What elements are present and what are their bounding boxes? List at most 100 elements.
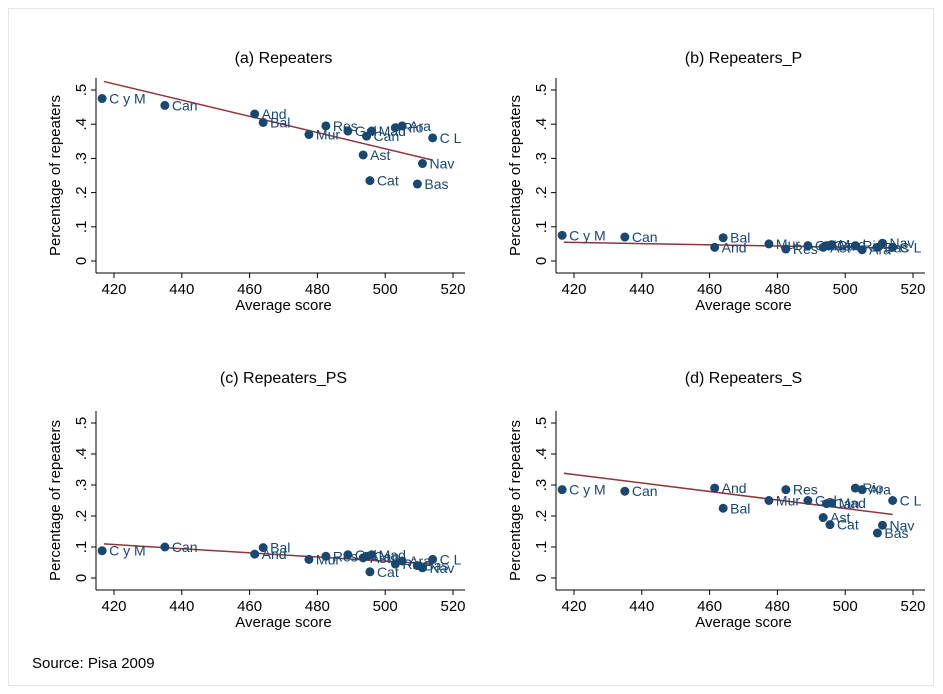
- panel-4-point: [557, 485, 567, 495]
- panel-3-y-tick-label: .1: [73, 541, 90, 554]
- panel-4-y-tick-label: 0: [533, 574, 550, 582]
- panel-1-point: [250, 109, 260, 119]
- panel-1-point: [412, 179, 422, 189]
- panel-3-point-label: Nav: [429, 560, 454, 576]
- panel-3-x-tick-label: 520: [440, 598, 465, 615]
- panel-2-point: [557, 230, 567, 240]
- panel-4-x-tick-label: 520: [900, 598, 925, 615]
- panel-1-point: [321, 121, 331, 131]
- panel-1-x-tick-label: 460: [237, 281, 262, 298]
- panel-2-point-label: Can: [834, 238, 860, 254]
- panel-4-point-label: And: [722, 480, 747, 496]
- figure-canvas: (a) Repeaters 420 440 460 480 500 520 0 .1 .2 .3 .4…: [47, 50, 926, 631]
- panel-2-point: [620, 232, 630, 242]
- panel-2-fit-line: [563, 241, 893, 249]
- panel-1-point-label: Bal: [270, 114, 290, 130]
- panel-2-point: [877, 238, 887, 248]
- panel-1-point: [160, 100, 170, 110]
- panel-4-y-tick-label: .3: [533, 479, 550, 492]
- panel-2-x-tick-label: 500: [833, 281, 858, 298]
- panel-4-point-label: Bas: [884, 525, 908, 541]
- panel-1-fit-line: [103, 80, 433, 161]
- panel-4-point: [888, 496, 898, 505]
- panel-2-x-tick-label: 480: [765, 281, 790, 298]
- panel-2-y-label: Percentage of repeaters: [507, 95, 524, 256]
- panel-4-point: [825, 520, 835, 530]
- panel-3-x-label: Average score: [235, 614, 331, 631]
- panel-1-point-label: Rio: [402, 120, 423, 136]
- panel-4-y-tick-label: .2: [533, 510, 550, 523]
- panel-4-point-label: Cat: [837, 517, 859, 533]
- panel-4-point-label: Res: [793, 482, 818, 498]
- panel-4-point-label: Can: [632, 483, 658, 499]
- panel-1-point-label: Can: [374, 128, 400, 144]
- panel-1-point: [397, 121, 407, 131]
- panel-2-point-label: C y M: [569, 227, 606, 243]
- panel-3-x-tick-label: 480: [305, 598, 330, 615]
- panel-1-point: [428, 133, 438, 143]
- panel-1-y-tick-label: .4: [73, 118, 90, 131]
- panel-4-point: [850, 483, 860, 493]
- figure-frame: (a) Repeaters 420 440 460 480 500 520 0 .1 .2 .3 .4…: [8, 8, 934, 686]
- panel-1-point: [417, 159, 427, 169]
- panel-2-point-label: Can: [632, 229, 658, 245]
- panel-1-point-label: C L: [440, 130, 462, 146]
- panel-3-point: [321, 551, 331, 561]
- panel-4-point: [781, 485, 791, 495]
- panel-2-y-tick-label: .5: [533, 84, 550, 97]
- panel-4-x-tick-label: 460: [697, 598, 722, 615]
- panel-2-point-label: Bal: [730, 230, 750, 246]
- panel-2-point: [764, 239, 774, 249]
- panel-4-y-tick-label: .1: [533, 541, 550, 554]
- panel-3-point: [160, 542, 170, 552]
- panel-2-point: [718, 233, 728, 243]
- panel-1-point-label: Nav: [429, 156, 454, 172]
- panel-2-y-tick-label: .4: [533, 118, 550, 131]
- panel-3-point: [258, 543, 268, 553]
- panel-1-y-tick-label: 0: [73, 257, 90, 265]
- panel-1-point: [304, 129, 314, 139]
- panel-1-point: [390, 123, 400, 133]
- panel-2-point: [803, 241, 813, 251]
- panel-1-y-tick-label: .2: [73, 186, 90, 199]
- panel-1-point: [258, 117, 268, 127]
- panel-1-x-tick-label: 520: [440, 281, 465, 298]
- source-note: Source: Pisa 2009: [32, 655, 155, 672]
- panel-4-point: [818, 513, 828, 523]
- panel-2-point-label: And: [722, 239, 747, 255]
- panel-3-point: [367, 550, 377, 560]
- panel-1-point-label: Bas: [424, 176, 448, 192]
- panel-3-y-tick-label: .2: [73, 510, 90, 523]
- panel-4-point: [827, 498, 837, 508]
- panel-4-point: [718, 503, 728, 513]
- panel-2-point: [850, 241, 860, 251]
- panel-3-fit-line: [103, 543, 433, 565]
- panel-1-x-tick-label: 440: [169, 281, 194, 298]
- panel-4-x-label: Average score: [695, 614, 791, 631]
- panel-2-y-tick-label: .1: [533, 221, 550, 234]
- panel-4-point-label: Rio: [862, 480, 883, 496]
- panel-3-point-label: Bal: [270, 540, 290, 556]
- panel-2-title: (b) Repeaters_P: [685, 50, 802, 67]
- panel-3-y-tick-label: .4: [73, 448, 90, 461]
- panel-2-y-tick-label: .2: [533, 186, 550, 199]
- panel-3-point-label: And: [262, 546, 287, 562]
- panel-3-point: [97, 546, 107, 556]
- panel-2-x-tick-label: 440: [629, 281, 654, 298]
- panel-2-point: [827, 240, 837, 250]
- panel-3-title: (c) Repeaters_PS: [220, 370, 347, 387]
- panel-2-y-tick-label: .3: [533, 152, 550, 165]
- panel-3-y-tick-label: .5: [73, 417, 90, 430]
- panel-1-y-tick-label: .1: [73, 221, 90, 234]
- panel-3-point-label: C y M: [109, 543, 146, 559]
- panel-2-y-tick-label: 0: [533, 257, 550, 265]
- panel-1-point: [365, 176, 375, 186]
- panel-1-point-label: C y M: [109, 91, 146, 107]
- panel-1-point-label: Cat: [377, 173, 399, 189]
- panel-1-point: [343, 126, 353, 136]
- panel-1-x-tick-label: 500: [373, 281, 398, 298]
- panel-3-y-tick-label: 0: [73, 574, 90, 582]
- panel-4-point-label: Mur: [776, 493, 800, 509]
- panel-3-x-tick-label: 420: [101, 598, 126, 615]
- panel-4-y-tick-label: .4: [533, 448, 550, 461]
